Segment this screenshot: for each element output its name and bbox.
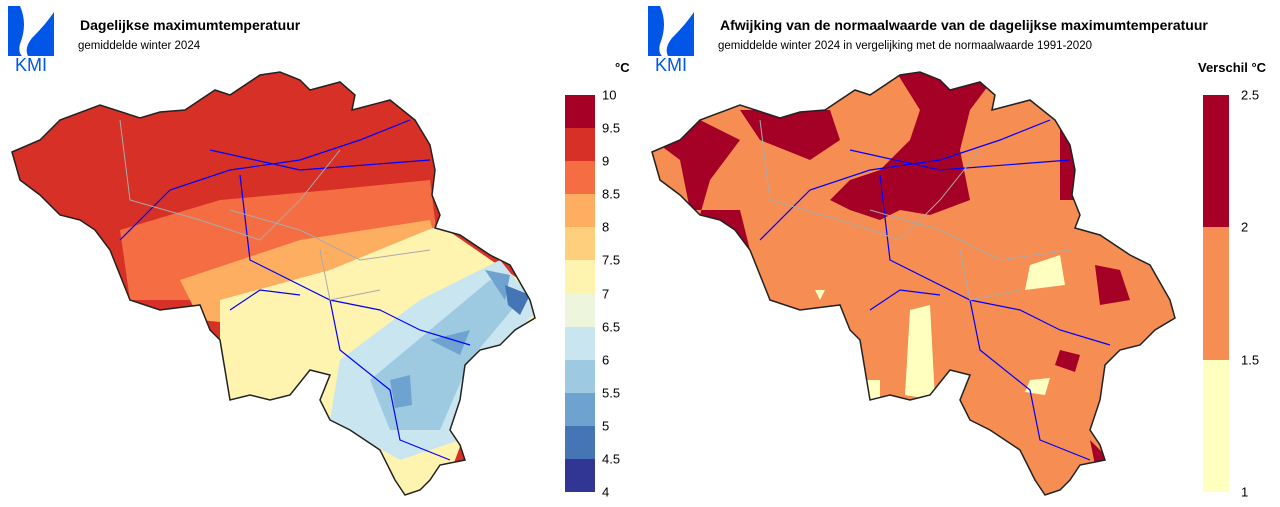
legend-label: 2.5	[1241, 87, 1260, 103]
zone-1-1.5	[815, 255, 1065, 400]
kmi-logo: KMI	[8, 6, 54, 72]
rivers	[759, 119, 1111, 461]
zone-2-2.5	[652, 120, 750, 250]
svg-text:KMI: KMI	[15, 55, 47, 72]
legend-unit: Verschil °C	[1198, 60, 1267, 75]
legend-label: 6	[602, 352, 610, 368]
legend-label: 9	[602, 153, 610, 169]
legend-band	[565, 260, 595, 294]
legend-band	[565, 359, 595, 394]
map-subtitle: gemiddelde winter 2024 in vergelijking m…	[718, 40, 1092, 52]
svg-text:KMI: KMI	[655, 55, 687, 72]
legend-label: 8	[602, 219, 610, 235]
left-panel: KMI Dagelijkse maximumtemperatuur gemidd…	[8, 6, 630, 500]
temperature-map	[11, 71, 536, 496]
legend-band	[565, 227, 595, 261]
legend-band	[565, 95, 595, 129]
province-borders	[759, 119, 1071, 301]
legend-label: 7	[602, 286, 610, 301]
legend-band	[565, 194, 595, 228]
legend-label: 1	[1241, 484, 1249, 500]
legend-band	[565, 161, 595, 195]
province-borders	[119, 119, 431, 301]
legend-band	[565, 458, 595, 493]
legend-unit: °C	[615, 60, 630, 75]
color-legend: 2.5 2 1.5 1	[1203, 88, 1259, 500]
right-panel: KMI Afwijking van de normaalwaarde van d…	[640, 0, 1280, 507]
legend-band	[1203, 359, 1229, 493]
legend-label: 10	[602, 87, 617, 103]
legend-label: 5	[602, 418, 610, 434]
legend-label: 7.5	[602, 252, 621, 268]
legend-band	[565, 326, 595, 361]
zone-2-2.5	[740, 72, 1130, 465]
legend-label: 1.5	[1241, 352, 1260, 368]
legend-band	[565, 128, 595, 162]
map-subtitle: gemiddelde winter 2024	[78, 40, 201, 52]
legend-band	[565, 425, 595, 460]
legend-label: 6.5	[602, 319, 621, 335]
legend-band	[1203, 95, 1229, 228]
legend-band	[565, 293, 595, 328]
legend-label: 8.5	[602, 186, 621, 202]
legend-label: 4.5	[602, 451, 621, 467]
legend-label: 4	[602, 484, 610, 500]
legend-label: 5.5	[602, 385, 621, 401]
color-legend: 10 9.5 9 8.5 8 7.5 7 6.5 6 5.5 5 4.5 4	[565, 88, 620, 500]
zone-4.5-5	[505, 285, 530, 315]
legend-label: 2	[1241, 219, 1249, 235]
legend-band	[1203, 227, 1229, 361]
legend-band	[565, 392, 595, 427]
map-title: Dagelijkse maximumtemperatuur	[80, 17, 301, 33]
rivers	[119, 119, 471, 461]
legend-label: 9.5	[602, 120, 621, 136]
kmi-logo: KMI	[648, 6, 694, 72]
map-title: Afwijking van de normaalwaarde van de da…	[720, 17, 1208, 33]
anomaly-map	[651, 71, 1176, 496]
